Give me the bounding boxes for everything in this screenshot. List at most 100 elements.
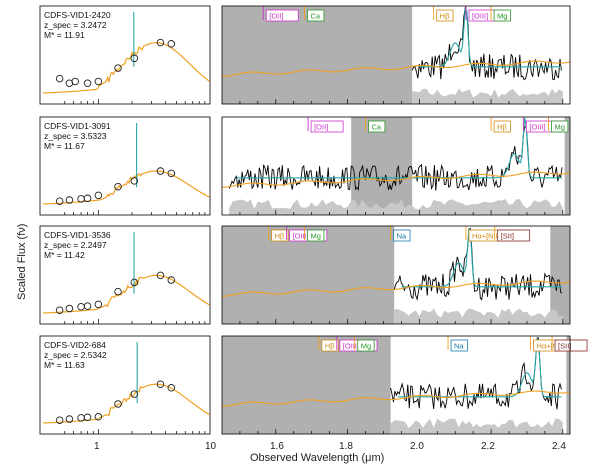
masked-region [222, 336, 391, 434]
line-label-box [493, 120, 511, 133]
photometry-point [65, 415, 74, 423]
sed-model-curve [43, 41, 210, 94]
line-label-text: [OII] [314, 123, 328, 132]
spectrum-frame [221, 116, 571, 216]
photometry-point [167, 383, 176, 392]
photometry-point [167, 169, 176, 178]
spectrum-frame [221, 225, 571, 325]
line-label-2: Mg [357, 339, 375, 352]
line-fit [236, 117, 563, 179]
photometry-point [55, 306, 64, 314]
line-label-text: Na [397, 232, 407, 241]
masked-region [222, 226, 395, 324]
line-label-text: Mg [361, 342, 371, 351]
stellar-model [222, 60, 571, 77]
line-label-text: [SII] [558, 342, 571, 351]
line-label-text: Ca [372, 123, 382, 132]
sed-model-curve [43, 383, 210, 424]
line-label-box [554, 339, 588, 352]
redshift-label: z_spec = 3.5323 [44, 131, 107, 141]
spectrum-frame [221, 5, 571, 105]
photometry-point [156, 380, 165, 388]
photometry-point [156, 271, 165, 280]
redshift-label: z_spec = 2.2497 [44, 240, 107, 250]
line-label-box [357, 339, 375, 352]
stellar-mass-label: M* = 11.91 [44, 30, 85, 40]
line-label-0: Hβ [271, 229, 289, 242]
line-label-text: [OIII] [343, 342, 359, 351]
line-label-text: Mg [311, 232, 321, 241]
line-label-box [310, 120, 344, 133]
line-label-text: Hα+[NII] [537, 342, 565, 351]
photometry-point [114, 400, 122, 408]
line-label-text: Hβ [440, 12, 450, 21]
stellar-model [222, 171, 571, 188]
left-xtick-1: 1 [94, 441, 100, 452]
photometry-point [130, 390, 139, 398]
line-label-text: Hβ [325, 342, 335, 351]
line-label-3: Na [450, 339, 468, 352]
photometry-point [94, 191, 103, 200]
line-label-text: Hα+[NII] [472, 232, 500, 241]
line-label-1: Ca [368, 120, 386, 133]
line-label-text: Mg [497, 12, 507, 21]
line-label-2: Hβ [493, 120, 511, 133]
right-xtick-1: 1.6 [270, 441, 284, 452]
sed-frame [39, 335, 211, 435]
line-label-box [450, 339, 468, 352]
stellar-model [222, 390, 571, 407]
line-label-text: Hβ [497, 123, 507, 132]
photometry-point [156, 38, 165, 47]
galaxy-name: CDFS-VID1-3536 [44, 230, 111, 240]
redshift-label: z_spec = 2.5342 [44, 350, 107, 360]
line-label-text: [OII] [269, 12, 283, 21]
photometry-point [55, 197, 64, 205]
photometry-point [130, 278, 139, 287]
photometry-point [83, 302, 92, 310]
photometry-point [83, 194, 92, 203]
error-band [229, 199, 563, 215]
error-band [390, 418, 563, 434]
sed-frame [39, 5, 211, 105]
masked-region [564, 117, 570, 215]
error-band [394, 308, 563, 324]
photometry-point [65, 304, 74, 313]
line-label-5: [SII] [554, 339, 588, 352]
photometry-point [114, 182, 122, 191]
line-label-2: Mg [307, 229, 325, 242]
line-label-4: Mg [493, 9, 511, 22]
photometry-point [83, 79, 92, 87]
line-label-5: [SII] [497, 229, 531, 242]
line-fit [419, 7, 562, 68]
masked-region [222, 6, 413, 104]
photometry-point [55, 416, 64, 424]
photometry-point [94, 412, 103, 421]
masked-region [351, 117, 413, 215]
stellar-model [222, 280, 571, 297]
redshift-label: z_spec = 3.2472 [44, 20, 107, 30]
stellar-mass-label: M* = 11.42 [44, 250, 85, 260]
observed-spectrum [228, 125, 563, 191]
spectrum-plot: [OII] Ca Hβ [OIII] Mg [221, 5, 571, 105]
line-label-0: [OII] [310, 120, 344, 133]
galaxy-name: CDFS-VID1-3091 [44, 121, 111, 131]
line-label-0: Hβ [321, 339, 339, 352]
observed-spectrum [411, 6, 562, 81]
line-label-box [265, 9, 299, 22]
right-xtick-4: 2.2 [481, 441, 495, 452]
line-fit [401, 227, 563, 288]
line-label-3: Na [393, 229, 411, 242]
sed-frame [39, 116, 211, 216]
photometry-point [83, 413, 92, 422]
galaxy-name: CDFS-VID2-684 [44, 340, 106, 350]
photometry-point [156, 167, 165, 175]
line-label-text: Na [454, 342, 464, 351]
line-label-box [497, 229, 531, 242]
